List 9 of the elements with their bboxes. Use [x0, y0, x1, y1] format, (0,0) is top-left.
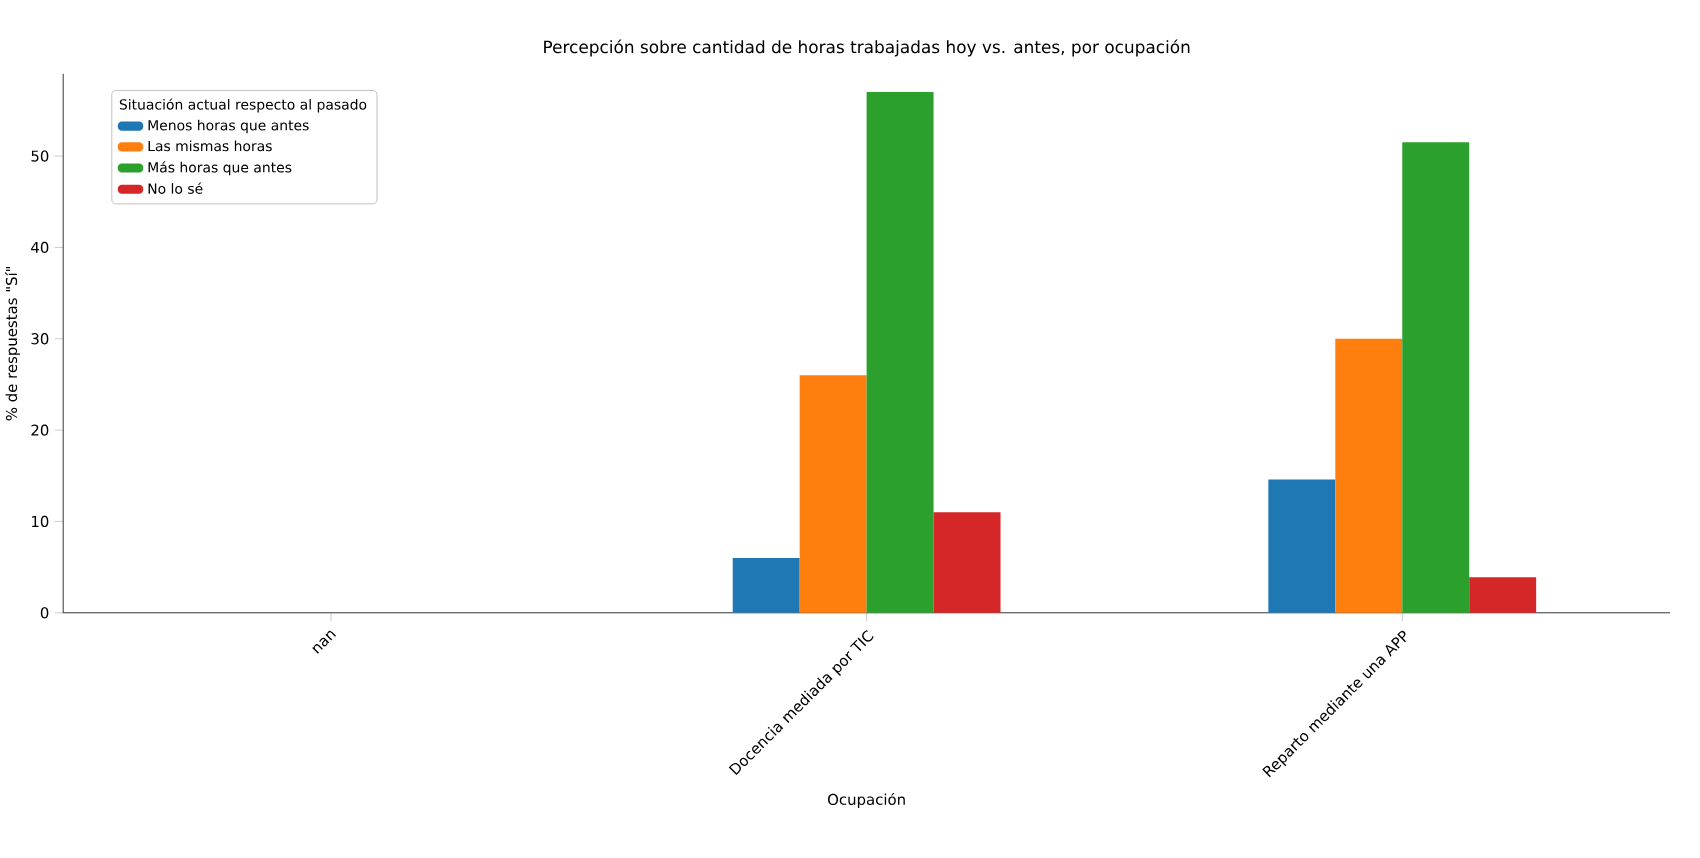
bar [866, 91, 934, 613]
bar [1402, 142, 1470, 613]
bar [933, 512, 1001, 613]
bar [1335, 338, 1403, 613]
bar [1268, 479, 1336, 613]
chart-title: Percepción sobre cantidad de horas trabajadas hoy vs. antes, por ocupación [544, 39, 1190, 57]
bar [799, 375, 867, 613]
bar [1469, 577, 1537, 613]
bar [732, 557, 800, 613]
